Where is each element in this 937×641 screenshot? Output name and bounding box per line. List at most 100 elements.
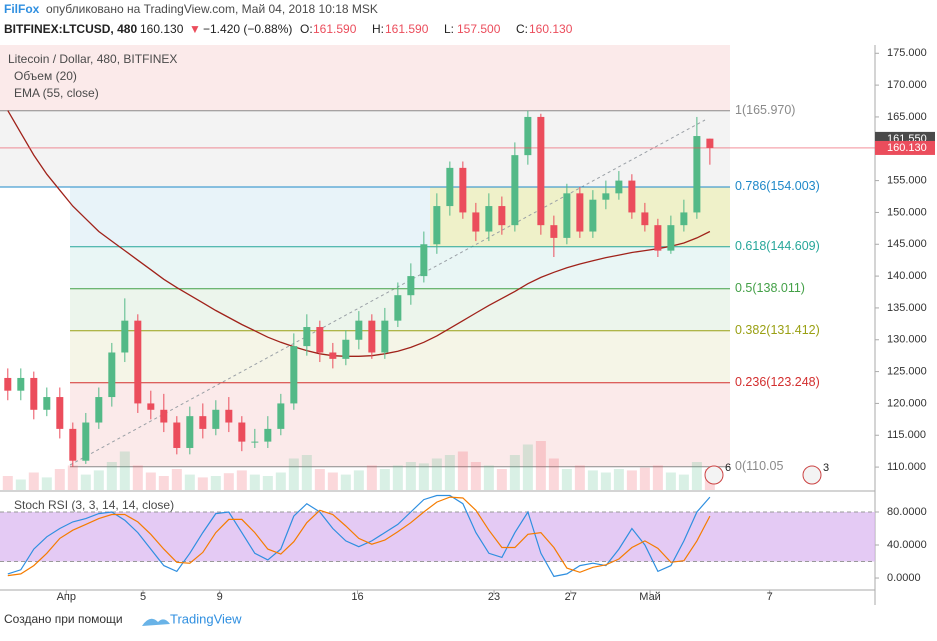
candle-body <box>316 327 324 353</box>
volume-bar <box>80 474 91 490</box>
candle-body <box>472 212 480 232</box>
price-label-box <box>875 140 935 155</box>
volume-bar <box>54 469 65 490</box>
change-arrow: ▼ <box>189 22 201 36</box>
candle-body <box>511 155 519 226</box>
volume-bar <box>314 469 325 490</box>
candle-body <box>108 352 116 398</box>
candle-body <box>537 116 545 226</box>
symbol: BITFINEX:LTCUSD, 480 <box>4 22 137 36</box>
volume-bar <box>665 472 676 490</box>
volume-bar <box>509 455 520 490</box>
volume-bar <box>470 462 481 490</box>
candle-body <box>628 180 636 213</box>
last-price: 160.130 <box>140 22 184 36</box>
candle-body <box>498 206 506 226</box>
candle-body <box>433 206 441 245</box>
stoch-tick-label: 80.0000 <box>887 506 927 518</box>
volume-bar <box>184 474 195 490</box>
change: −1.420 (−0.88%) <box>203 22 292 36</box>
fib-label: 0(110.05 <box>735 459 783 473</box>
y-tick-label: 170.000 <box>887 79 927 91</box>
volume-bar <box>639 467 650 490</box>
stoch-tick-label: 0.0000 <box>887 572 921 584</box>
candle-body <box>95 397 103 423</box>
candle-body <box>485 206 493 232</box>
y-tick-label: 110.000 <box>887 461 926 473</box>
volume-bar <box>353 470 364 490</box>
x-tick-label: 9 <box>217 591 223 603</box>
volume-bar <box>158 476 169 490</box>
volume-bar <box>574 465 585 490</box>
ohlc-value: 157.500 <box>457 22 501 36</box>
x-tick-label: 7 <box>767 591 773 603</box>
tv-logo <box>142 618 170 626</box>
stoch-line <box>7 496 711 577</box>
candle-body <box>30 377 38 410</box>
fib-zone <box>0 45 730 111</box>
ohlc-key: L: <box>444 22 454 36</box>
candle-body <box>693 136 701 213</box>
fib-label: 0.786(154.003) <box>735 179 820 193</box>
volume-bar <box>210 476 221 490</box>
event-icon <box>704 465 724 485</box>
indicator: Объем (20) <box>14 69 77 83</box>
fib-label: 1(165.970) <box>735 103 795 117</box>
candle-body <box>706 138 714 148</box>
candle-body <box>550 225 558 238</box>
volume-bar <box>301 455 312 490</box>
candle-body <box>407 276 415 296</box>
trend-line <box>69 119 706 466</box>
x-tick-label: 23 <box>488 591 500 603</box>
candle-body <box>147 403 155 410</box>
volume-bar <box>379 469 390 490</box>
volume-bar <box>431 458 442 490</box>
fib-zone <box>70 382 730 467</box>
fib-label: 0.382(131.412) <box>735 323 820 337</box>
fib-label: 0.5(138.011) <box>735 281 805 295</box>
candle-body <box>446 167 454 207</box>
volume-bar <box>275 472 286 490</box>
price-label: 160.130 <box>887 142 927 154</box>
footer-brand[interactable]: TradingView <box>170 611 242 626</box>
volume-bar <box>340 474 351 490</box>
candle-body <box>563 193 571 238</box>
volume-bar <box>15 479 26 490</box>
ohlc-value: 160.130 <box>529 22 573 36</box>
volume-bar <box>366 465 377 490</box>
volume-bar <box>405 462 416 490</box>
volume-bar <box>28 472 39 490</box>
volume-bar <box>392 465 403 490</box>
candle-body <box>641 212 649 226</box>
stoch-band <box>0 511 875 562</box>
candle-body <box>420 244 428 277</box>
candle-body <box>186 416 194 448</box>
fib-label: 0.236(123.248) <box>735 375 820 389</box>
ohlc-key: O: <box>300 22 313 36</box>
y-tick-label: 140.000 <box>887 270 927 282</box>
candle-body <box>17 377 25 391</box>
volume-bar <box>418 463 429 490</box>
candle-body <box>615 180 623 194</box>
stoch-title: Stoch RSI (3, 3, 14, 14, close) <box>14 498 174 512</box>
volume-bar <box>626 470 637 490</box>
volume-bar <box>223 473 234 490</box>
volume-bar <box>119 451 130 490</box>
ohlc-key: C: <box>516 22 528 36</box>
footer-text: Создано при помощи <box>4 612 123 626</box>
candle-body <box>654 225 662 251</box>
candle-body <box>576 193 584 232</box>
candle-body <box>238 422 246 442</box>
candle-body <box>134 320 142 404</box>
volume-bar <box>197 477 208 490</box>
candle-body <box>173 422 181 448</box>
ohlc-key: H: <box>372 22 384 36</box>
candle-body <box>394 295 402 321</box>
volume-bar <box>548 458 559 490</box>
y-tick-label: 155.000 <box>887 175 927 187</box>
candle-body <box>368 320 376 353</box>
volume-bar <box>236 470 247 490</box>
event-count: 6 <box>725 462 731 474</box>
stoch-line <box>7 494 711 578</box>
